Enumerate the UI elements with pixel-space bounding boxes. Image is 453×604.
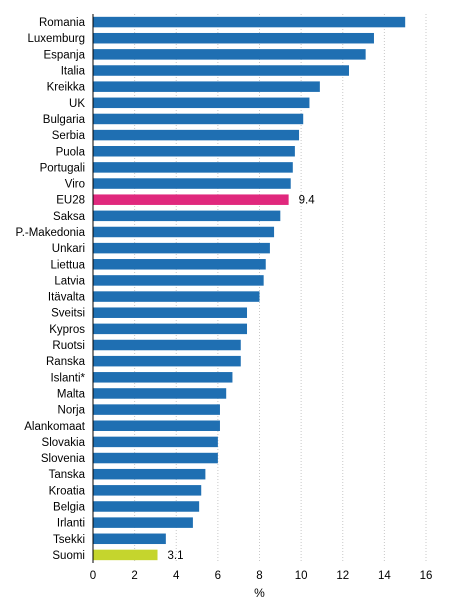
category-label: Tsekki — [53, 534, 85, 546]
category-label: Kroatia — [49, 485, 86, 497]
x-axis-title: % — [254, 586, 265, 600]
category-label: Belgia — [53, 501, 86, 513]
bar-liettua — [93, 259, 266, 270]
bar-malta — [93, 388, 227, 399]
bar-tanska — [93, 468, 206, 480]
bar-p-makedonia — [93, 226, 275, 238]
bar-bulgaria — [93, 113, 304, 125]
x-tick-label: 10 — [295, 570, 308, 582]
bar-itävalta — [93, 291, 260, 302]
category-label: Ranska — [46, 356, 86, 368]
bar-espanja — [93, 49, 366, 60]
data-labels: 9.4 3.1 — [168, 195, 316, 562]
category-label: Kypros — [49, 324, 85, 336]
category-label: EU28 — [56, 195, 85, 207]
category-label: Suomi — [52, 550, 85, 562]
data-label: 3.1 — [168, 550, 184, 562]
bar-uk — [93, 97, 310, 109]
category-label: P.-Makedonia — [16, 227, 86, 239]
category-label: Puola — [56, 146, 86, 158]
category-label: Sveitsi — [51, 308, 85, 320]
category-label: Malta — [57, 388, 86, 400]
data-label: 9.4 — [299, 195, 316, 207]
category-label: Irlanti — [57, 518, 85, 530]
x-tick-label: 16 — [420, 570, 433, 582]
bar-luxemburg — [93, 32, 374, 44]
category-label: Unkari — [52, 243, 85, 255]
bar-ranska — [93, 355, 241, 367]
grid-lines — [134, 14, 427, 563]
x-tick-label: 8 — [256, 570, 262, 582]
category-label: Ruotsi — [52, 340, 85, 352]
category-label: Islanti* — [50, 372, 85, 384]
bar-belgia — [93, 501, 200, 512]
category-label: Slovakia — [42, 437, 86, 449]
bar-kypros — [93, 323, 248, 335]
bar-islanti — [93, 372, 233, 383]
bar-ruotsi — [93, 339, 241, 351]
bar-portugali — [93, 162, 293, 173]
category-label: Slovenia — [41, 453, 86, 465]
bar-alankomaat — [93, 420, 220, 431]
bar-viro — [93, 178, 291, 189]
bar-slovakia — [93, 436, 218, 448]
category-label: Liettua — [50, 259, 85, 271]
bar-serbia — [93, 129, 300, 141]
bar-kreikka — [93, 81, 320, 92]
category-label: Tanska — [49, 469, 86, 481]
x-tick-label: 14 — [378, 570, 391, 582]
category-label: Luxemburg — [27, 33, 85, 45]
category-label: Kreikka — [47, 82, 86, 94]
bar-kroatia — [93, 485, 202, 496]
category-label: Latvia — [54, 275, 85, 287]
category-label: Alankomaat — [24, 421, 86, 433]
category-label: Saksa — [53, 211, 86, 223]
category-label: Italia — [61, 66, 86, 78]
category-label: Serbia — [52, 130, 86, 142]
bar-suomi — [93, 549, 158, 561]
category-label: Espanja — [43, 49, 85, 61]
category-label: Bulgaria — [43, 114, 86, 126]
x-tick-label: 4 — [173, 570, 180, 582]
bars — [93, 16, 406, 561]
bar-romania — [93, 16, 406, 28]
x-tick-label: 2 — [131, 570, 137, 582]
category-label: Portugali — [40, 162, 85, 174]
category-label: Viro — [65, 179, 85, 191]
bar-italia — [93, 65, 349, 76]
category-labels: Romania Luxemburg Espanja Italia Kreikka UK Bu… — [16, 17, 86, 562]
category-label: Romania — [39, 17, 86, 29]
bar-saksa — [93, 210, 281, 222]
bar-tsekki — [93, 533, 166, 545]
category-label: Norja — [58, 405, 86, 417]
x-tick-label: 12 — [336, 570, 349, 582]
bar-eu28 — [93, 194, 289, 205]
bar-sveitsi — [93, 307, 248, 318]
bar-unkari — [93, 242, 270, 254]
bar-latvia — [93, 275, 264, 286]
category-label: UK — [69, 98, 85, 110]
bar-norja — [93, 404, 220, 415]
x-tick-label: 0 — [90, 570, 96, 582]
bar-puola — [93, 146, 295, 157]
bar-slovenia — [93, 452, 218, 464]
x-tick-labels: 0 2 4 6 8 10 12 14 16 — [90, 570, 433, 582]
bar-irlanti — [93, 517, 193, 528]
category-label: Itävalta — [48, 292, 86, 304]
x-tick-label: 6 — [215, 570, 221, 582]
